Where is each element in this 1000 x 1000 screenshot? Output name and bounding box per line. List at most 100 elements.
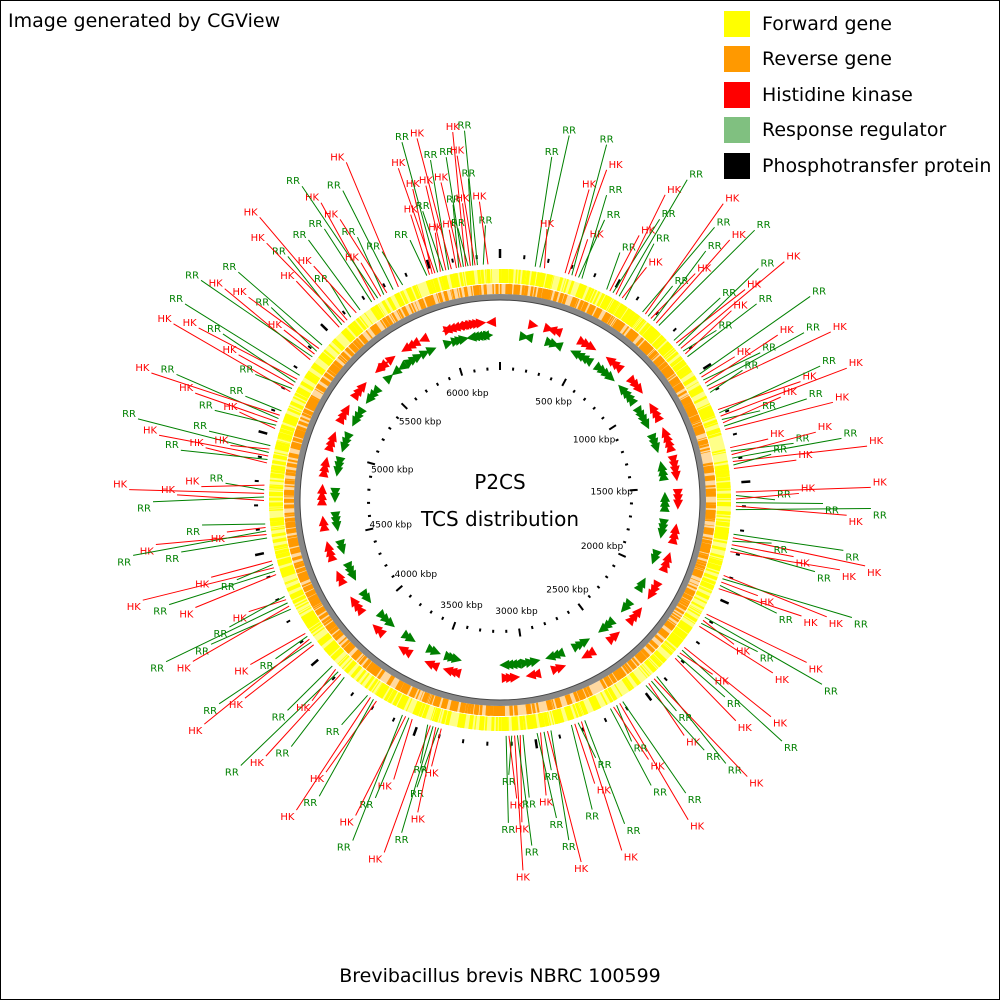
reverse-gene <box>531 703 534 714</box>
callout-label: RR <box>260 661 274 672</box>
reverse-gene <box>286 465 297 468</box>
forward-gene <box>279 564 294 572</box>
kbp-tick-label: 1500 kbp <box>590 488 633 498</box>
reverse-gene <box>298 421 309 427</box>
callout-line <box>482 225 486 265</box>
reverse-gene <box>338 636 348 645</box>
callout-line <box>296 697 371 811</box>
reverse-gene <box>350 342 360 352</box>
callout-label: HK <box>809 664 824 675</box>
callout-line <box>720 367 847 417</box>
forward-gene <box>715 523 730 527</box>
reverse-gene <box>548 700 552 710</box>
callout-line <box>440 182 462 268</box>
forward-gene <box>709 555 724 561</box>
forward-gene <box>706 563 721 572</box>
response-regulator-arrow <box>570 643 582 653</box>
reverse-gene <box>698 551 710 556</box>
histidine-kinase-arrow <box>377 361 389 372</box>
forward-gene <box>674 626 688 637</box>
reverse-gene <box>683 401 694 409</box>
callout-line <box>722 396 781 424</box>
callout-line <box>717 381 801 411</box>
reverse-gene <box>369 664 379 675</box>
callout-line <box>618 179 688 297</box>
callout-label: HK <box>760 598 775 609</box>
callout-line <box>214 409 277 426</box>
reverse-gene <box>431 294 436 305</box>
forward-gene <box>441 709 448 725</box>
forward-gene <box>294 599 308 607</box>
forward-gene <box>331 648 343 660</box>
forward-gene <box>333 338 345 350</box>
callout-line <box>679 652 713 675</box>
reverse-gene <box>578 689 586 700</box>
forward-gene <box>371 306 382 320</box>
callout-line <box>656 676 727 764</box>
inner-tick <box>387 426 392 430</box>
response-regulator-arrow <box>578 355 591 365</box>
forward-gene <box>310 624 324 634</box>
forward-gene <box>678 621 692 632</box>
forward-gene <box>380 685 389 699</box>
outer-tick <box>732 432 738 436</box>
inner-tick <box>381 438 385 442</box>
forward-gene <box>318 355 331 367</box>
forward-gene <box>351 321 363 334</box>
histidine-kinase-arrow <box>318 467 329 478</box>
inner-tick <box>367 461 376 466</box>
reverse-gene <box>544 289 549 300</box>
callout-label: RR <box>416 201 430 212</box>
reverse-gene <box>699 550 710 554</box>
forward-gene <box>405 698 413 712</box>
reverse-gene <box>603 676 612 687</box>
reverse-gene <box>285 473 296 477</box>
forward-gene <box>344 660 355 672</box>
forward-gene <box>614 683 623 697</box>
forward-gene <box>352 320 364 334</box>
reverse-gene <box>608 316 616 326</box>
forward-gene <box>323 349 336 361</box>
kbp-tick-label: 2500 kbp <box>546 585 589 595</box>
callout-line <box>341 695 368 726</box>
forward-gene <box>276 439 291 445</box>
callout-line <box>577 722 597 759</box>
callout-label: RR <box>308 219 322 230</box>
reverse-gene <box>292 437 303 443</box>
forward-gene <box>301 611 316 621</box>
reverse-gene <box>329 625 338 634</box>
callout-line <box>339 219 388 294</box>
reverse-gene <box>287 459 298 463</box>
forward-gene <box>716 488 731 491</box>
histidine-kinase-arrow <box>317 495 328 506</box>
callout-label: RR <box>229 386 243 397</box>
callout-line <box>718 588 802 617</box>
inner-tick <box>629 488 638 492</box>
outer-tick <box>425 259 431 269</box>
forward-gene <box>449 273 456 289</box>
callout-label: HK <box>179 383 194 394</box>
callout-label: RR <box>760 654 774 665</box>
reverse-gene <box>353 651 362 660</box>
callout-line <box>181 537 268 553</box>
reverse-gene <box>307 401 317 407</box>
callout-line <box>658 229 755 326</box>
histidine-kinase-arrow <box>318 515 329 527</box>
histidine-kinase-arrow <box>551 328 564 338</box>
inner-tick <box>391 574 395 579</box>
callout-label: RR <box>394 230 408 241</box>
callout-line <box>546 731 582 863</box>
forward-gene <box>660 645 672 656</box>
kbp-tick-label: 500 kbp <box>535 398 572 408</box>
response-regulator-arrow <box>336 543 346 555</box>
reverse-gene <box>340 353 349 362</box>
callout-label: RR <box>825 506 839 517</box>
callout-line <box>184 303 300 376</box>
reverse-gene <box>303 585 314 593</box>
reverse-gene <box>535 702 540 713</box>
forward-gene <box>349 323 360 336</box>
callout-label: RR <box>762 401 776 412</box>
forward-gene <box>690 388 704 398</box>
reverse-gene <box>687 583 698 590</box>
callout-line <box>673 297 721 341</box>
